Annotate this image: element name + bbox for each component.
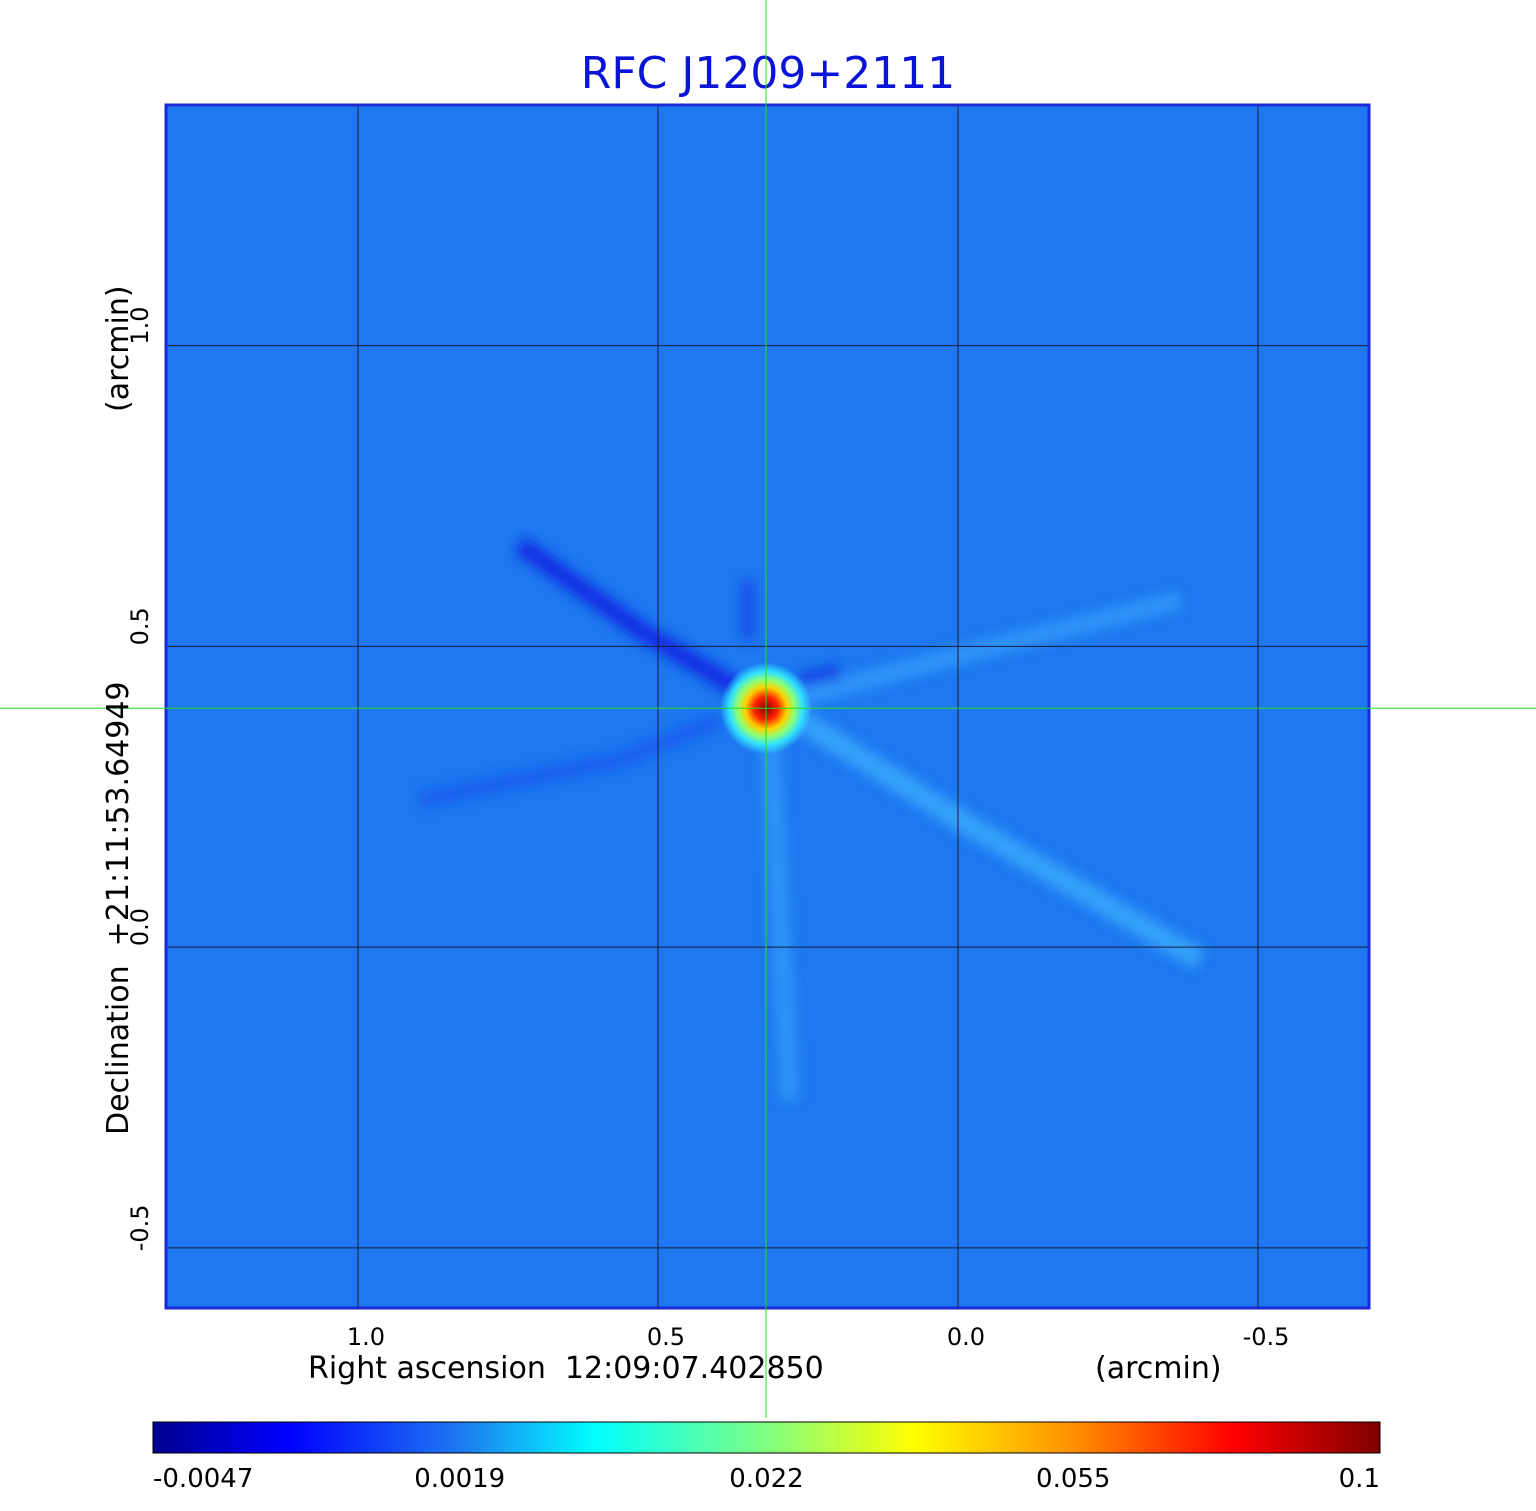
y-tick-label: 1.0: [126, 307, 154, 345]
chart-title: RFC J1209+2111: [581, 48, 955, 99]
colorbar-tick-label: 0.1: [1339, 1464, 1380, 1494]
dark-streak: [798, 665, 842, 687]
crosshair: [0, 0, 1536, 1418]
x-axis-ticks: 1.0 0.5 0.0 -0.5: [347, 1323, 1290, 1351]
x-tick-label: 0.5: [647, 1323, 685, 1351]
y-tick-label: 0.0: [126, 908, 154, 946]
x-tick-label: -0.5: [1243, 1323, 1290, 1351]
colorbar-tick-label: -0.0047: [153, 1464, 253, 1494]
x-axis-unit: (arcmin): [1095, 1351, 1222, 1386]
y-axis-label: Declination +21:11:53.64949: [101, 681, 136, 1135]
dark-streak: [418, 712, 723, 808]
x-tick-label: 1.0: [347, 1323, 385, 1351]
y-axis-unit: (arcmin): [101, 285, 136, 412]
colorbar-tick-label: 0.055: [1036, 1464, 1110, 1494]
bright-streak: [794, 710, 1206, 970]
colorbar-tick-label: 0.0019: [414, 1464, 505, 1494]
dark-streak: [514, 537, 745, 698]
colorbar-tick-label: 0.022: [729, 1464, 803, 1494]
plot-frame: [164, 103, 1371, 1310]
y-tick-label: -0.5: [126, 1204, 154, 1251]
x-axis-label: Right ascension 12:09:07.402850: [308, 1351, 824, 1386]
bright-streak: [787, 591, 1183, 709]
y-tick-label: 0.5: [126, 607, 154, 645]
map-features: [418, 537, 1206, 1101]
y-axis-ticks: 1.0 0.5 0.0 -0.5: [126, 307, 154, 1252]
plot-area: [164, 103, 1371, 1310]
grid-lines: [166, 105, 1369, 1308]
colorbar-ticks: -0.0047 0.0019 0.022 0.055 0.1: [153, 1464, 1380, 1494]
bright-streak: [760, 729, 800, 1101]
colorbar: [152, 1421, 1381, 1454]
x-tick-label: 0.0: [947, 1323, 985, 1351]
